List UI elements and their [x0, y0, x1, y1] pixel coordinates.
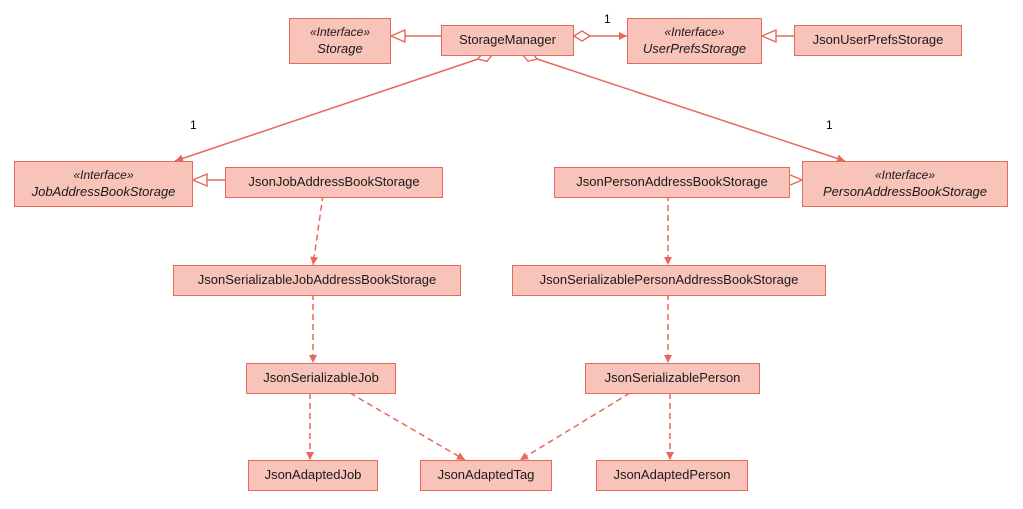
node-adapted-person: JsonAdaptedPerson: [596, 460, 748, 491]
node-label: PersonAddressBookStorage: [813, 184, 997, 201]
node-label: UserPrefsStorage: [638, 41, 751, 58]
multiplicity-jobab: 1: [190, 118, 197, 132]
multiplicity-userprefs: 1: [604, 12, 611, 26]
stereotype-label: «Interface»: [638, 25, 751, 41]
node-json-userprefs-storage: JsonUserPrefsStorage: [794, 25, 962, 56]
node-adapted-tag: JsonAdaptedTag: [420, 460, 552, 491]
node-jser-person: JsonSerializablePerson: [585, 363, 760, 394]
node-label: StorageManager: [452, 32, 563, 49]
multiplicity-personab: 1: [826, 118, 833, 132]
stereotype-label: «Interface»: [300, 25, 380, 41]
node-label: JsonSerializableJob: [257, 370, 385, 387]
node-label: JsonSerializablePerson: [596, 370, 749, 387]
node-label: JobAddressBookStorage: [25, 184, 182, 201]
node-label: JsonJobAddressBookStorage: [236, 174, 432, 191]
node-jobab-storage: «Interface» JobAddressBookStorage: [14, 161, 193, 207]
edge-sm-to-personab: [522, 54, 845, 161]
node-storage: «Interface» Storage: [289, 18, 391, 64]
node-jser-jobab: JsonSerializableJobAddressBookStorage: [173, 265, 461, 296]
node-label: JsonSerializableJobAddressBookStorage: [184, 272, 450, 289]
node-jser-personab: JsonSerializablePersonAddressBookStorage: [512, 265, 826, 296]
node-personab-storage: «Interface» PersonAddressBookStorage: [802, 161, 1008, 207]
node-label: JsonPersonAddressBookStorage: [565, 174, 779, 191]
node-label: JsonAdaptedJob: [259, 467, 367, 484]
node-label: JsonAdaptedPerson: [607, 467, 737, 484]
node-adapted-job: JsonAdaptedJob: [248, 460, 378, 491]
node-label: JsonAdaptedTag: [431, 467, 541, 484]
node-label: Storage: [300, 41, 380, 58]
stereotype-label: «Interface»: [813, 168, 997, 184]
stereotype-label: «Interface»: [25, 168, 182, 184]
connectors-layer: UserPrefsStorage (aggregation diamond at…: [0, 0, 1023, 509]
edge-jsonjob-to-jserjobab: [313, 195, 323, 265]
node-json-jobab-storage: JsonJobAddressBookStorage: [225, 167, 443, 198]
node-label: JsonSerializablePersonAddressBookStorage: [523, 272, 815, 289]
node-storage-manager: StorageManager: [441, 25, 574, 56]
edge-jserjob-to-adaptedtag: [350, 393, 465, 460]
node-userprefs-storage: «Interface» UserPrefsStorage: [627, 18, 762, 64]
node-jser-job: JsonSerializableJob: [246, 363, 396, 394]
node-label: JsonUserPrefsStorage: [805, 32, 951, 49]
node-json-personab-storage: JsonPersonAddressBookStorage: [554, 167, 790, 198]
edge-sm-to-jobab: [175, 54, 493, 161]
edge-jserperson-to-adaptedtag: [520, 393, 630, 460]
